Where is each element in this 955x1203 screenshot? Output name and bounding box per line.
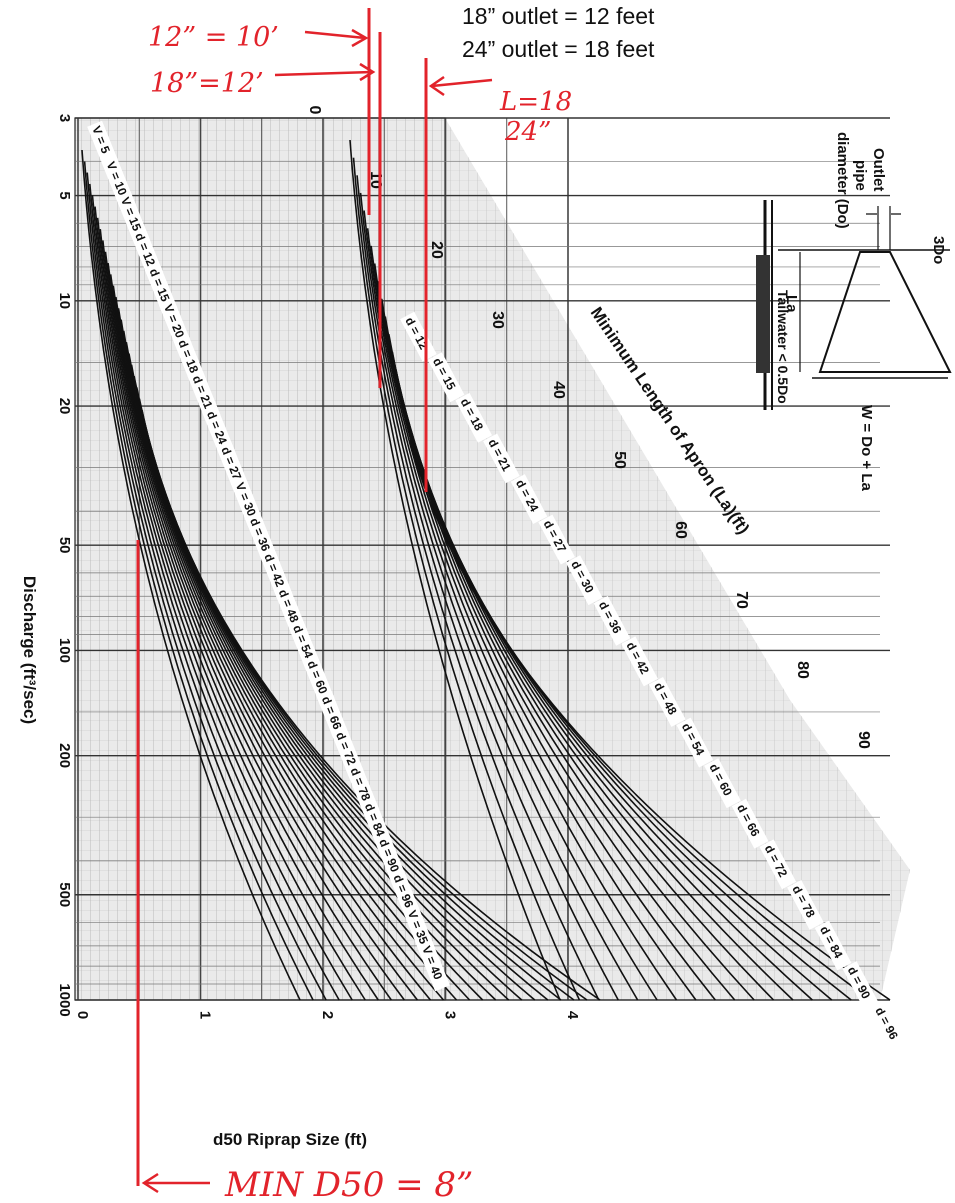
curve-label-box (731, 798, 769, 849)
curve-label-box (787, 879, 824, 930)
arrow-12-10 (304, 28, 369, 48)
d50-tick-label: 3 (442, 1011, 459, 1019)
d50-curve (104, 251, 419, 1001)
d50-curve (99, 229, 392, 1001)
curve-label-box (417, 940, 450, 992)
apron-curve (405, 422, 872, 1001)
d50-tick-label: 1 (197, 1011, 214, 1019)
annotation-18-12: 18”=12’ (150, 68, 264, 99)
apron-diagram: Outlet pipe diameter (Do) 3Do La Tailwat… (756, 132, 952, 492)
inset-width-label: W = Do + La (858, 405, 875, 492)
header-line-2: 24” outlet = 18 feet (462, 36, 655, 62)
curve-label-box (621, 636, 658, 687)
curve-label-box (427, 352, 465, 403)
apron-curve-label: d = 96 (870, 1001, 907, 1052)
d50-curve (94, 206, 366, 1001)
inset-top-width-label: 3Do (930, 236, 947, 264)
d50-curve (109, 274, 445, 1001)
apron-curve (359, 192, 619, 1001)
arrow-min-d50 (141, 1172, 210, 1194)
d50-curve (112, 285, 458, 1001)
curve-label-box (483, 433, 520, 484)
red-annotations: 12” = 10’ 18”=12’ L=18 24” MIN D50 = 8” (136, 8, 572, 1203)
annotation-12-10: 12” = 10’ (148, 22, 279, 53)
discharge-tick-label: 200 (56, 743, 73, 768)
annotation-l18: L=18 (499, 87, 572, 117)
apron-curve (366, 228, 658, 1001)
discharge-tick-label: 500 (56, 882, 73, 907)
d50-curve (86, 172, 327, 1001)
header-line-1: 18” outlet = 12 feet (462, 3, 655, 29)
inset-tailwater-label: Tailwater < 0.5Do (775, 290, 791, 404)
d50-curve (83, 161, 314, 1001)
apron-curve (349, 139, 561, 1001)
annotation-24: 24” (504, 117, 551, 147)
annotation-min-d50: MIN D50 = 8” (224, 1165, 473, 1203)
curve-label-box (593, 595, 631, 646)
inset-length-label: La (783, 295, 800, 313)
d50-tick-label: 4 (564, 1011, 581, 1020)
apron-curve (409, 439, 891, 1001)
discharge-tick-label: 1000 (56, 983, 73, 1016)
curve-label-box (565, 555, 603, 606)
discharge-tick-label: 50 (56, 537, 73, 554)
curve-label-box (814, 920, 852, 971)
curve-label-box (538, 514, 575, 565)
d50-curve (91, 195, 353, 1001)
d50-curve (89, 183, 340, 1001)
discharge-tick-label: 5 (56, 191, 73, 199)
apron-curve (402, 404, 852, 1001)
apron-tick-label: 40 (550, 381, 567, 399)
curve-label-box (510, 474, 548, 524)
x-axis-title: d50 Riprap Size (ft) (213, 1130, 367, 1149)
d50-curve (107, 262, 432, 1001)
apron-tick-label: 0 (306, 106, 323, 115)
d50-tick-label: 2 (319, 1011, 336, 1019)
arrow-18-12 (274, 62, 376, 82)
apron-tick-label: 80 (794, 661, 811, 679)
curve-label-box (400, 311, 437, 362)
apron-curve (352, 157, 581, 1001)
arrow-l18 (428, 75, 493, 97)
apron-tick-label: 70 (733, 591, 750, 609)
curve-label-box (870, 1001, 907, 1052)
discharge-tick-label: 3 (56, 114, 73, 122)
curve-label-box (648, 677, 686, 727)
d50-curve (96, 217, 379, 1001)
d50-curve (115, 296, 471, 1001)
curve-label-box (87, 120, 118, 165)
curve-label-box (842, 961, 880, 1012)
apron-tick-label: 50 (611, 451, 628, 469)
apron-curve (373, 263, 697, 1001)
curve-label-box (704, 758, 741, 809)
inset-pipe-label: pipe (852, 160, 869, 191)
curve-label-text: d = 96 (872, 1005, 901, 1042)
d50-curve (102, 240, 405, 1001)
apron-curve (356, 175, 600, 1001)
discharge-tick-label: 100 (56, 638, 73, 663)
inset-diameter-label: diameter (Do) (834, 132, 851, 229)
d50-curve (141, 409, 601, 1001)
discharge-tick-label: 10 (56, 292, 73, 309)
inset-outlet-label: Outlet (870, 148, 887, 191)
apron-tick-label: 30 (489, 311, 506, 329)
apron-tick-label: 60 (672, 521, 689, 539)
curve-label-box (455, 392, 493, 443)
discharge-tick-labels: 3 5 10 20 50 100 200 500 1000 (56, 114, 73, 1017)
d50-tick-label: 0 (74, 1011, 91, 1019)
discharge-tick-label: 20 (56, 398, 73, 415)
apron-curve (370, 245, 678, 1001)
apron-curve (398, 386, 833, 1001)
design-curves (81, 139, 891, 1001)
d50-tick-labels: 0 1 2 3 4 (74, 1011, 581, 1020)
curve-label-box (759, 839, 797, 890)
d50-curve (81, 149, 301, 1001)
apron-tick-label: 90 (855, 731, 872, 749)
apron-tick-label: 20 (428, 241, 445, 259)
curve-label-box (676, 717, 714, 768)
y-axis-title: Discharge (ft³/sec) (20, 576, 39, 724)
